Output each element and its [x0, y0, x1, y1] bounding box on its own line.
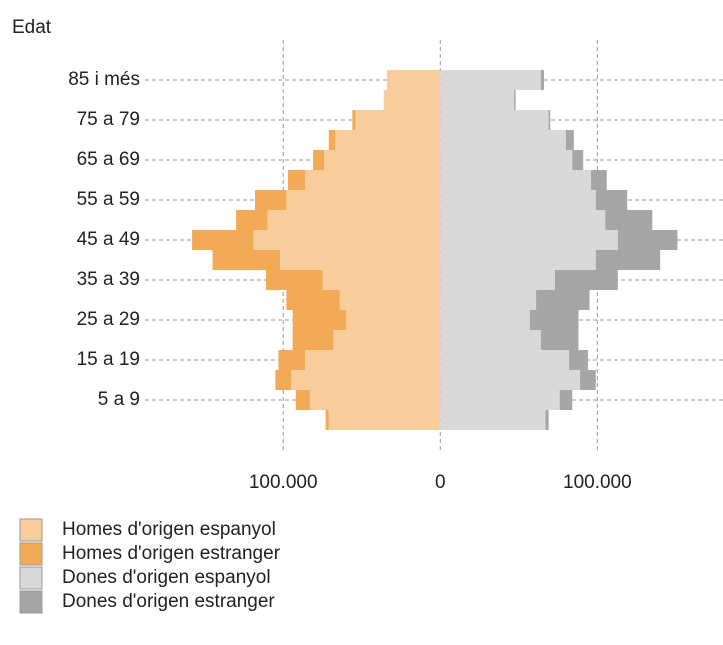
bar	[280, 250, 441, 270]
bar	[595, 190, 628, 210]
bar	[192, 230, 254, 250]
legend-swatch	[19, 542, 43, 566]
legend-swatch	[19, 518, 43, 542]
bar	[554, 270, 618, 290]
bar	[254, 190, 287, 210]
bar	[236, 210, 268, 230]
y-tick-label: 55 a 59	[77, 189, 140, 210]
bar	[324, 150, 441, 170]
y-tick-label: 85 i més	[68, 69, 140, 90]
legend-label: Dones d'origen espanyol	[62, 567, 271, 588]
bar	[325, 410, 329, 430]
bar	[278, 350, 306, 370]
bar	[440, 290, 537, 310]
bar	[545, 410, 549, 430]
y-tick-label: 65 a 69	[77, 149, 140, 170]
bar	[548, 110, 551, 130]
bar	[352, 110, 356, 130]
bar	[322, 270, 441, 290]
bar	[595, 250, 661, 270]
y-tick-label: 5 a 9	[98, 389, 140, 410]
bar	[286, 190, 441, 210]
bar	[617, 230, 678, 250]
bar	[572, 150, 584, 170]
bar	[540, 70, 544, 90]
bar	[275, 370, 292, 390]
bar	[514, 90, 516, 110]
bar	[267, 210, 441, 230]
bar	[265, 270, 323, 290]
legend-label: Homes d'origen espanyol	[62, 519, 276, 540]
bar	[559, 390, 573, 410]
bar	[540, 330, 579, 350]
bar	[440, 410, 546, 430]
bar	[386, 70, 441, 90]
bar	[529, 310, 579, 330]
axis-title: Edat	[12, 17, 52, 38]
bar	[580, 370, 596, 390]
bar	[536, 290, 590, 310]
bar	[440, 190, 596, 210]
bar	[440, 390, 560, 410]
bar	[565, 130, 574, 150]
bar	[591, 170, 607, 190]
legend-swatch	[19, 566, 43, 590]
bar	[295, 390, 310, 410]
y-tick-label: 75 a 79	[77, 109, 140, 130]
bar	[355, 110, 441, 130]
bar	[291, 370, 441, 390]
legend-label: Homes d'origen estranger	[62, 543, 281, 564]
bar	[440, 330, 541, 350]
x-tick-label: 0	[435, 472, 446, 493]
bar	[305, 170, 441, 190]
bar	[440, 110, 549, 130]
legend-swatch	[19, 590, 43, 614]
bar	[440, 210, 606, 230]
bar	[313, 150, 325, 170]
y-tick-label: 45 a 49	[77, 229, 140, 250]
bar	[440, 230, 618, 250]
y-tick-label: 35 a 39	[77, 269, 140, 290]
bar	[440, 70, 541, 90]
x-tick-label: 100.000	[249, 472, 318, 493]
bar	[328, 130, 336, 150]
bar	[440, 310, 530, 330]
bar	[569, 350, 588, 370]
legend-label: Dones d'origen estranger	[62, 591, 275, 612]
bar	[292, 330, 334, 350]
bar	[440, 250, 596, 270]
bar	[305, 350, 441, 370]
bar	[292, 310, 347, 330]
bar	[335, 130, 441, 150]
bar	[440, 370, 581, 390]
bar	[287, 170, 306, 190]
x-tick-label: 100.000	[563, 472, 632, 493]
bar	[440, 270, 555, 290]
bar	[309, 390, 441, 410]
bar	[346, 310, 441, 330]
bar	[253, 230, 441, 250]
bar	[440, 90, 515, 110]
bar	[212, 250, 281, 270]
bar	[328, 410, 441, 430]
bar	[440, 170, 592, 190]
bar	[605, 210, 653, 230]
bar	[383, 90, 441, 110]
bar	[339, 290, 441, 310]
bar	[440, 130, 566, 150]
y-tick-label: 25 a 29	[77, 309, 140, 330]
y-tick-label: 15 a 19	[77, 349, 140, 370]
bar	[286, 290, 340, 310]
bar	[440, 150, 573, 170]
bar	[333, 330, 441, 350]
bar	[440, 350, 570, 370]
